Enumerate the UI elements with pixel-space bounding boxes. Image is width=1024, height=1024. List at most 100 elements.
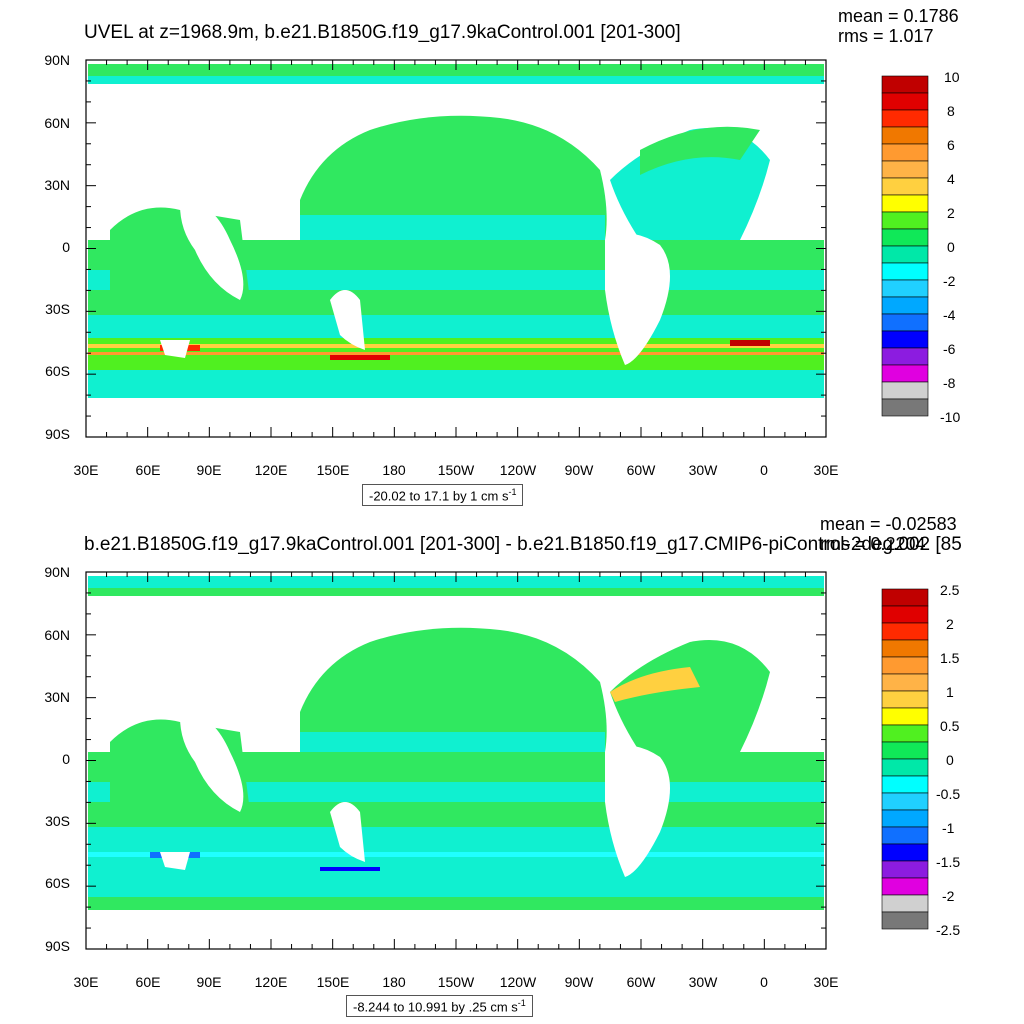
lat-label: 30N (44, 689, 70, 705)
lon-label: 180 (382, 462, 406, 478)
colorbar-swatch (881, 690, 929, 709)
colorbar-label: 0.5 (940, 718, 960, 734)
colorbar-swatch (881, 707, 929, 726)
colorbar-swatch (881, 279, 929, 298)
colorbar-swatch (881, 843, 929, 862)
map-plot (85, 59, 827, 438)
panel-bottom: b.e21.B1850G.f19_g17.9kaControl.001 [201… (0, 512, 1024, 1024)
map-plot (85, 571, 827, 950)
colorbar-swatch (881, 347, 929, 366)
colorbar-label: -6 (943, 341, 956, 357)
range-info-box: -8.244 to 10.991 by .25 cm s-1 (346, 995, 533, 1018)
range-text: -20.02 to 17.1 by 1 cm s (369, 488, 509, 504)
colorbar-swatch (881, 364, 929, 383)
lon-label: 120W (499, 974, 537, 990)
lat-label: 30S (45, 813, 70, 829)
colorbar-label: 1 (946, 684, 954, 700)
lon-label: 30E (73, 974, 99, 990)
lat-label: 30S (45, 301, 70, 317)
colorbar-swatch (881, 724, 929, 743)
colorbar-swatch (881, 673, 929, 692)
lon-label: 30E (73, 462, 99, 478)
colorbar-swatch (881, 860, 929, 879)
ocean-field (88, 576, 824, 947)
colorbar-label: 2.5 (940, 582, 960, 598)
lon-label: 90W (564, 974, 594, 990)
colorbar-swatch (881, 381, 929, 400)
rms-text: rms = 0.2204 (820, 534, 926, 554)
plot-title: b.e21.B1850G.f19_g17.9kaControl.001 [201… (84, 534, 962, 555)
colorbar-swatch (881, 211, 929, 230)
colorbar-swatch (881, 330, 929, 349)
colorbar-swatch (881, 92, 929, 111)
colorbar-swatch (881, 758, 929, 777)
colorbar-label: -4 (943, 307, 956, 323)
rms-text: rms = 1.017 (838, 26, 934, 46)
colorbar (881, 75, 929, 417)
lat-label: 30N (44, 177, 70, 193)
colorbar-swatch (881, 741, 929, 760)
lon-label: 180 (382, 974, 406, 990)
plot-title: UVEL at z=1968.9m, b.e21.B1850G.f19_g17.… (84, 22, 681, 43)
colorbar-swatch (881, 792, 929, 811)
lon-label: 60E (135, 462, 161, 478)
lat-label: 0 (62, 751, 70, 767)
colorbar-label: 2 (947, 205, 955, 221)
colorbar-swatch (881, 245, 929, 264)
colorbar-swatch (881, 656, 929, 675)
lon-label: 0 (760, 462, 768, 478)
lat-label: 60N (44, 627, 70, 643)
colorbar-swatch (881, 622, 929, 641)
colorbar-swatch (881, 639, 929, 658)
colorbar-label: 2 (946, 616, 954, 632)
lon-label: 120W (499, 462, 537, 478)
colorbar (881, 588, 929, 930)
lat-label: 0 (62, 239, 70, 255)
colorbar-label: 1.5 (940, 650, 960, 666)
range-unit-exponent: -1 (508, 487, 517, 497)
lon-label: 0 (760, 974, 768, 990)
colorbar-swatch (881, 911, 929, 930)
colorbar-label: -10 (940, 409, 961, 425)
lon-label: 30W (688, 462, 718, 478)
lat-label: 90N (44, 564, 70, 580)
lon-label: 60E (135, 974, 161, 990)
colorbar-label: 8 (947, 103, 955, 119)
colorbar-swatch (881, 398, 929, 417)
lat-label: 90S (45, 426, 70, 442)
colorbar-swatch (881, 143, 929, 162)
colorbar-swatch (881, 228, 929, 247)
mean-text: mean = 0.1786 (838, 6, 959, 26)
lon-label: 150E (316, 974, 350, 990)
lon-label: 120E (254, 462, 288, 478)
colorbar-swatch (881, 160, 929, 179)
colorbar-label: 0 (946, 752, 954, 768)
colorbar-label: 0 (947, 239, 955, 255)
lon-label: 60W (626, 974, 656, 990)
colorbar-swatch (881, 588, 929, 607)
colorbar-swatch (881, 194, 929, 213)
colorbar-swatch (881, 775, 929, 794)
colorbar-swatch (881, 894, 929, 913)
lon-label: 120E (254, 974, 288, 990)
range-text: -8.244 to 10.991 by .25 cm s (353, 999, 518, 1015)
lon-label: 150W (437, 462, 475, 478)
lon-label: 90E (196, 974, 222, 990)
colorbar-label: 6 (947, 137, 955, 153)
colorbar-label: -0.5 (936, 786, 961, 802)
colorbar-label: -8 (943, 375, 956, 391)
colorbar-label: 10 (944, 69, 960, 85)
colorbar-swatch (881, 809, 929, 828)
colorbar-swatch (881, 75, 929, 94)
panel-top: UVEL at z=1968.9m, b.e21.B1850G.f19_g17.… (44, 6, 961, 507)
colorbar-label: 4 (947, 171, 955, 187)
lon-label: 150E (316, 462, 350, 478)
lat-label: 60S (45, 875, 70, 891)
colorbar-swatch (881, 313, 929, 332)
colorbar-swatch (881, 262, 929, 281)
colorbar-label: -2 (942, 888, 955, 904)
colorbar-swatch (881, 877, 929, 896)
lon-label: 30E (813, 462, 839, 478)
lon-label: 60W (626, 462, 656, 478)
lon-label: 150W (437, 974, 475, 990)
